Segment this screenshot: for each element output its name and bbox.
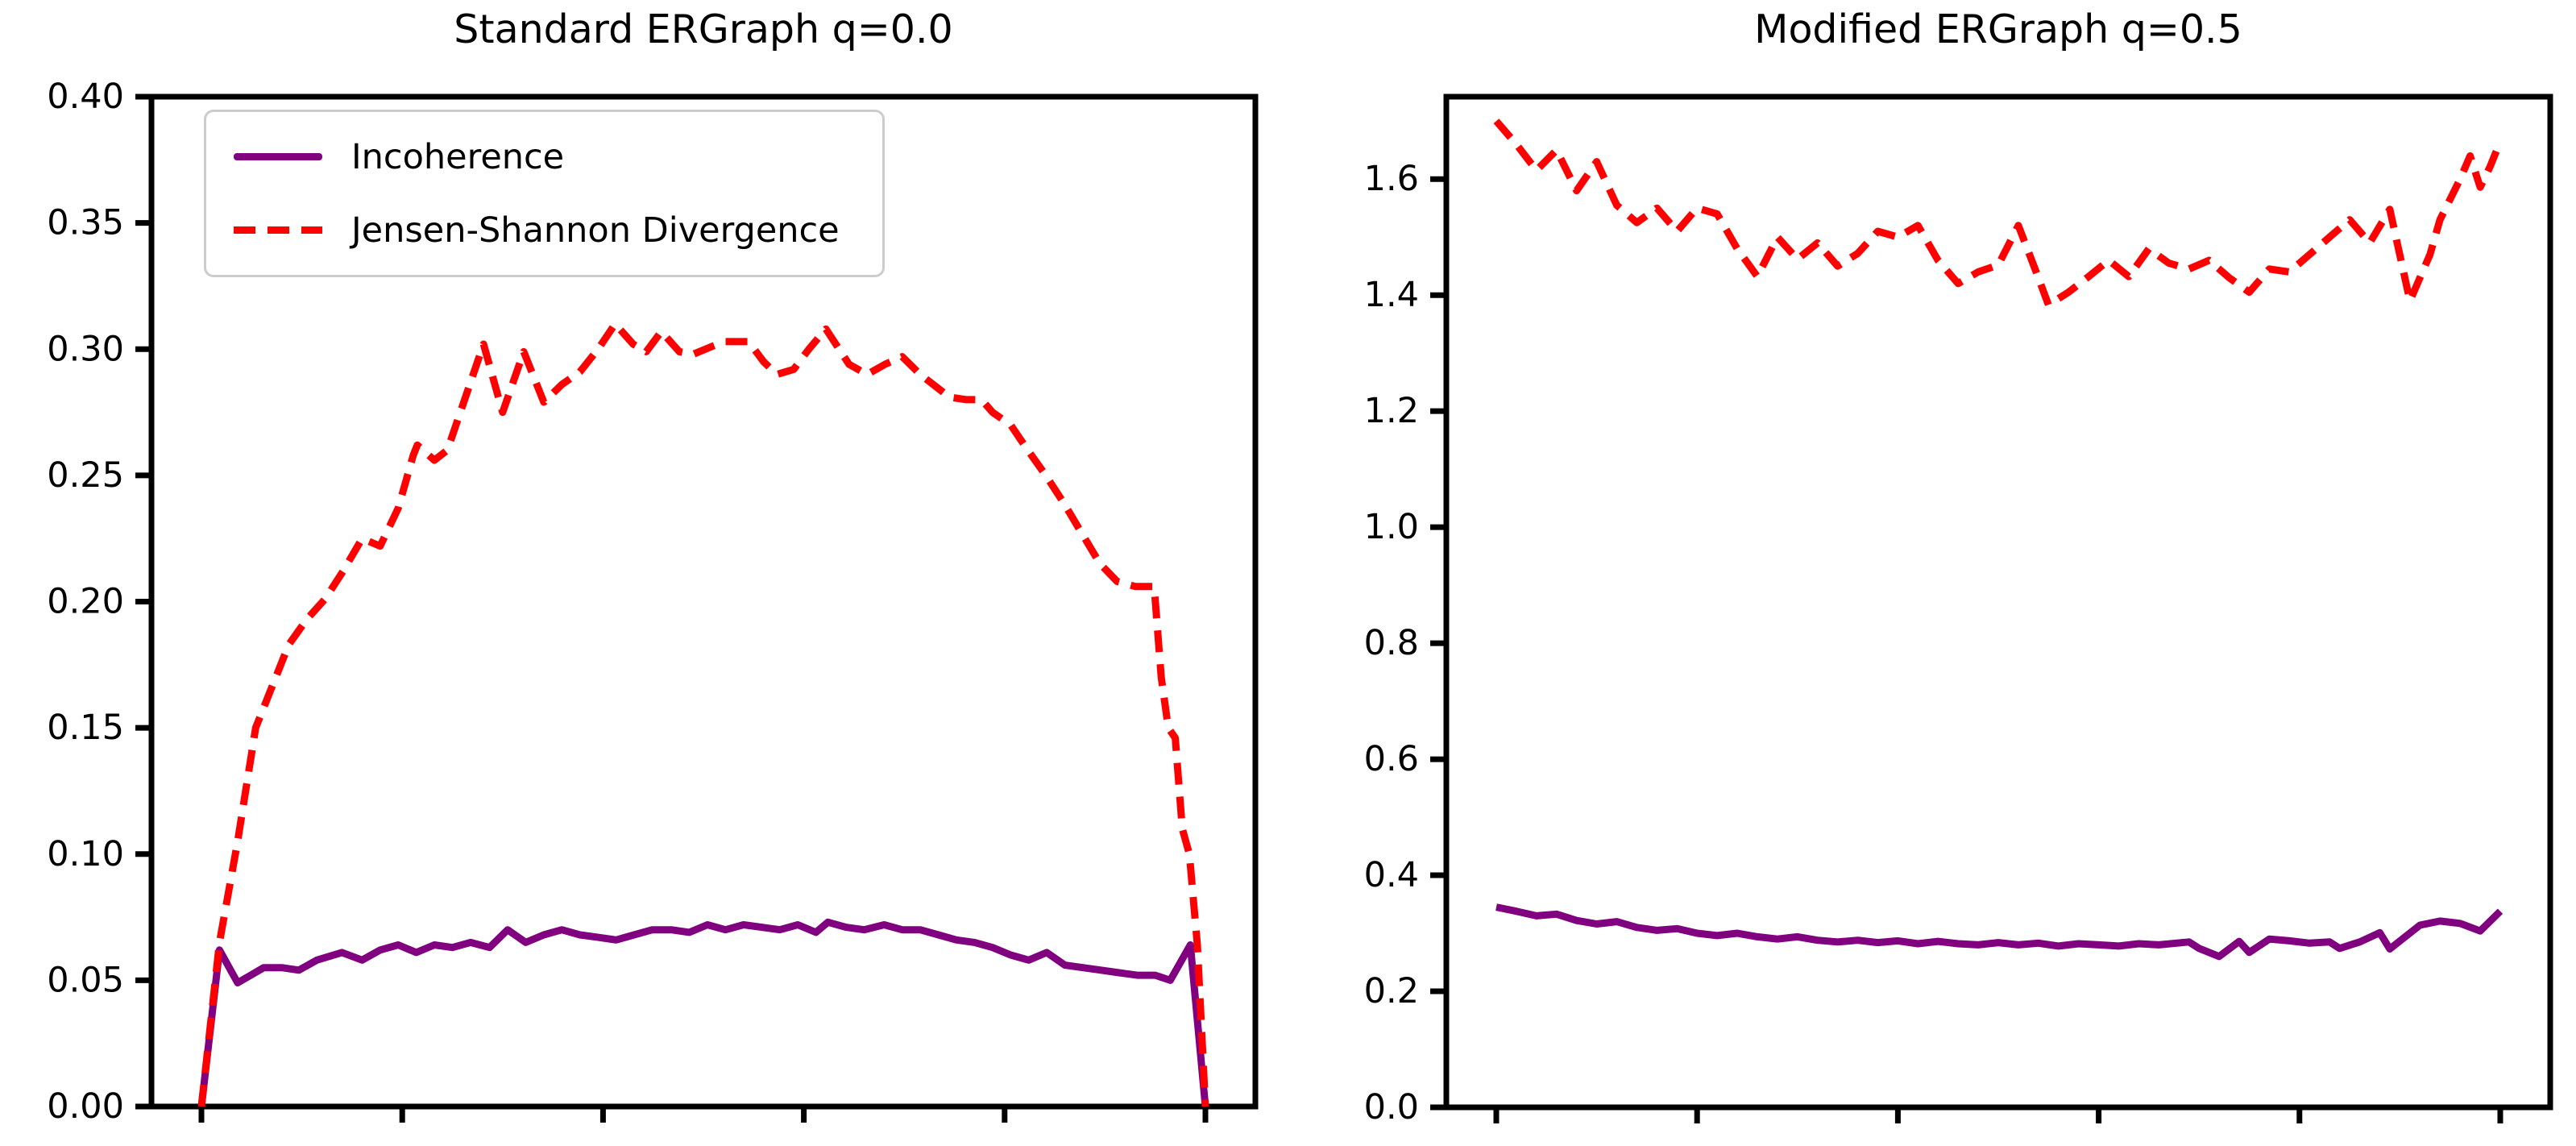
legend-label: Jensen-Shannon Divergence xyxy=(351,210,840,251)
y-tick-label: 0.35 xyxy=(47,203,124,243)
y-tick-label: 0.40 xyxy=(47,77,124,117)
y-tick-label: 0.25 xyxy=(47,455,124,496)
y-tick-label: 0.00 xyxy=(47,1086,124,1127)
y-tick-label: 0.20 xyxy=(47,582,124,622)
y-tick-label: 0.10 xyxy=(47,834,124,874)
y-tick-label: 0.0 xyxy=(1364,1087,1419,1127)
legend-entry-incoherence: Incoherence xyxy=(234,137,855,177)
y-tick-label: 0.30 xyxy=(47,329,124,369)
series-line-jensen-shannon-divergence xyxy=(1493,118,2504,309)
y-tick-label: 0.4 xyxy=(1364,855,1419,895)
series-line-jensen-shannon-divergence xyxy=(197,320,1209,1107)
right-chart-title: Modified ERGraph q=0.5 xyxy=(1754,6,2242,52)
y-tick-label: 0.6 xyxy=(1364,739,1419,779)
solid-line-swatch-icon xyxy=(234,153,322,160)
left-chart-title: Standard ERGraph q=0.0 xyxy=(454,6,953,52)
series-line-incoherence xyxy=(197,918,1209,1107)
y-tick-label: 1.2 xyxy=(1364,391,1419,431)
series-line-incoherence xyxy=(1495,903,2503,961)
y-tick-label: 1.6 xyxy=(1364,159,1419,199)
y-tick-label: 1.4 xyxy=(1364,275,1419,315)
legend-label: Incoherence xyxy=(351,136,565,177)
dashed-line-swatch-icon xyxy=(234,226,322,234)
y-tick-label: 0.15 xyxy=(47,708,124,748)
y-tick-label: 1.0 xyxy=(1364,507,1419,547)
legend-box: Incoherence Jensen-Shannon Divergence xyxy=(204,110,885,277)
y-tick-label: 0.05 xyxy=(47,960,124,1000)
axes-spines xyxy=(1443,93,2553,1111)
y-tick-label: 0.8 xyxy=(1364,623,1419,663)
legend-entry-jsd: Jensen-Shannon Divergence xyxy=(234,210,855,251)
y-tick-label: 0.2 xyxy=(1364,971,1419,1011)
